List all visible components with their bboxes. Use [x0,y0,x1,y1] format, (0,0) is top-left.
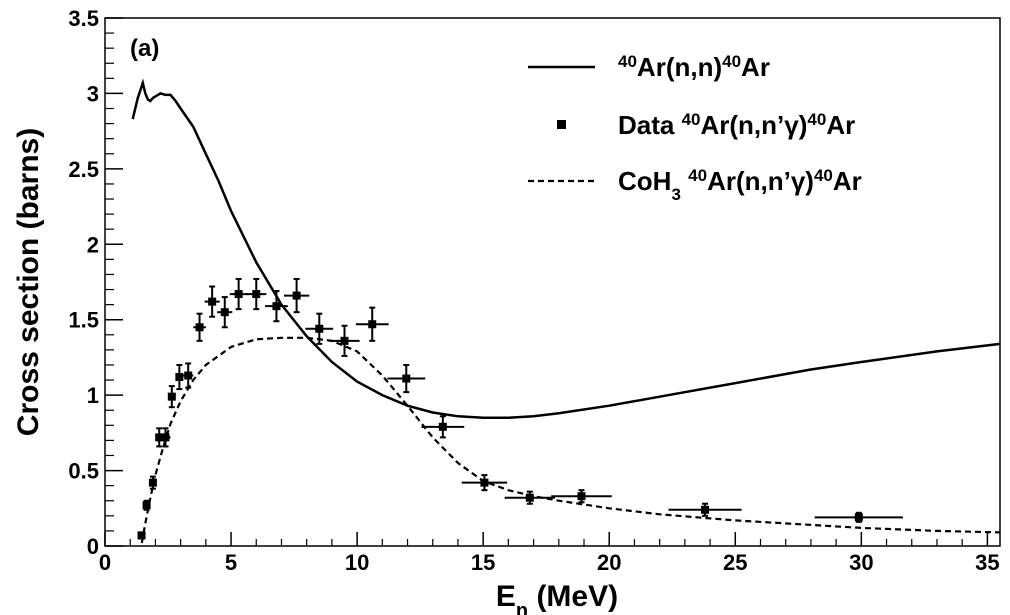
legend-marker [557,120,566,129]
x-tick-label: 25 [723,550,747,575]
data-marker [525,493,534,502]
data-marker [340,336,349,345]
data-point [355,306,389,342]
data-marker [175,373,184,382]
plot-frame [104,17,1001,547]
data-marker [161,433,170,442]
y-tick-label: 1.5 [68,308,99,333]
data-point [160,427,171,448]
data-point [421,415,465,439]
data-point [183,362,194,389]
data-point [142,499,151,511]
data-marker [220,308,229,317]
data-point [265,290,288,323]
data-marker [148,478,157,487]
data-marker [402,374,411,383]
x-tick-label: 5 [225,550,237,575]
coh3-curve [140,336,1001,544]
data-marker [701,505,710,514]
data-marker [195,323,204,332]
data-point [246,277,267,311]
legend-label: CoH3 40Ar(n,n’γ)40Ar [618,166,862,204]
data-point [504,490,556,505]
data-point [217,296,233,329]
x-tick-label: 20 [597,550,621,575]
data-point [814,511,903,523]
y-tick-label: 2.5 [68,157,99,182]
data-points-layer [137,277,903,540]
legend: 40Ar(n,n)40Ar Data 40Ar(n,n’γ)40Ar CoH3 40… [528,52,862,204]
data-point [137,531,146,540]
y-tick-label: 1 [87,383,99,408]
x-tick-label: 35 [975,550,999,575]
data-marker [272,302,281,311]
data-marker [480,478,489,487]
data-marker [438,422,447,431]
data-point [668,502,742,517]
y-axis-title: Cross section (barns) [12,128,45,436]
data-point [551,489,612,504]
y-tick-label: 3.5 [68,6,99,31]
legend-label: 40Ar(n,n)40Ar [618,52,770,83]
curves-layer [131,78,1001,544]
data-marker [854,513,863,522]
data-marker [577,492,586,501]
data-point [461,474,508,492]
data-point [329,324,360,357]
y-tick-label: 0.5 [68,459,99,484]
elastic-curve [131,78,1001,420]
data-point [193,312,206,342]
data-point [175,363,184,391]
data-point [148,475,157,490]
data-point [229,277,248,311]
data-point [284,277,310,314]
x-tick-label: 30 [849,550,873,575]
x-axis-title: En (MeV) [496,580,618,615]
panel-label: (a) [130,35,159,62]
data-marker [292,291,301,300]
y-tick-label: 3 [87,81,99,106]
data-point [305,312,334,345]
data-point [167,385,176,409]
y-tick-label: 2 [87,232,99,257]
data-point [204,285,220,318]
y-tick-label: 0 [87,534,99,559]
data-point [387,363,426,394]
data-marker [368,320,377,329]
data-marker [252,290,261,299]
data-marker [155,433,164,442]
data-marker [137,531,146,540]
data-marker [234,290,243,299]
data-marker [184,371,193,380]
x-tick-label: 0 [99,550,111,575]
data-marker [315,324,324,333]
data-marker [208,297,217,306]
x-tick-label: 15 [471,550,495,575]
axes-layer: 0 5 10 15 20 25 30 35 0 0.5 1 1.5 2 2.5 3 3.5 [68,6,1001,575]
data-marker [142,501,151,510]
x-tick-label: 10 [345,550,369,575]
legend-label: Data 40Ar(n,n’γ)40Ar [618,110,855,141]
data-marker [167,392,176,401]
data-point [155,427,164,448]
